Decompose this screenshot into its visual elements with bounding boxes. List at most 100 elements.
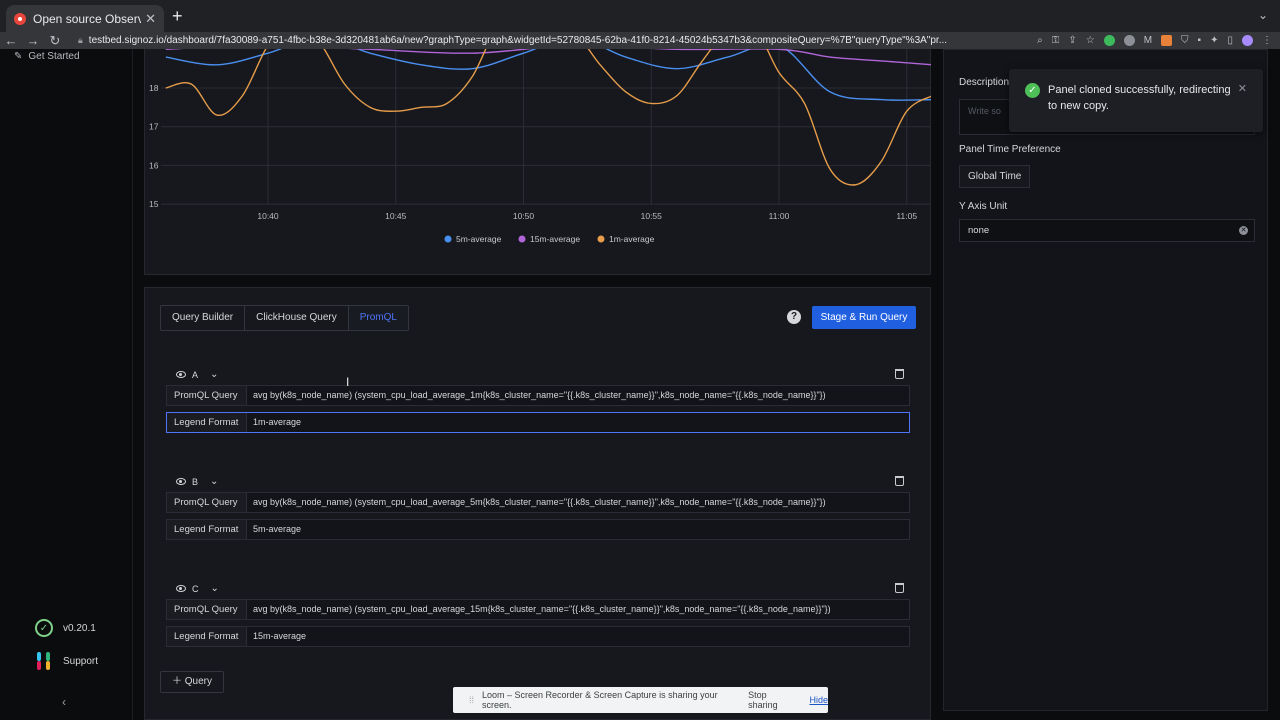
sidebar-item-label: Get Started <box>28 51 80 62</box>
x-tick-label: 10:40 <box>257 211 279 221</box>
new-tab-icon[interactable]: + <box>172 6 183 26</box>
chevron-down-icon[interactable]: ⌄ <box>210 476 219 487</box>
x-tick-label: 10:55 <box>641 211 663 221</box>
legend-format-label: Legend Format <box>167 520 247 539</box>
y-tick-label: 18 <box>149 83 159 93</box>
side-panel-icon[interactable]: ▯ <box>1227 35 1233 46</box>
extension-green-icon[interactable] <box>1103 35 1115 46</box>
close-icon[interactable]: ✕ <box>1237 83 1247 95</box>
trash-icon[interactable] <box>895 369 904 379</box>
support-label: Support <box>63 655 99 667</box>
profile-avatar-icon[interactable] <box>1242 35 1253 46</box>
stage-run-query-button[interactable]: Stage & Run Query <box>812 306 916 329</box>
left-sidebar: ✎ Get Started ✓ v0.20.1 Support ‹ <box>0 49 133 720</box>
promql-query-input[interactable]: avg by(k8s_node_name) (system_cpu_load_a… <box>253 604 831 614</box>
collapse-sidebar-icon[interactable]: ‹ <box>62 695 66 709</box>
tab-close-icon[interactable]: ✕ <box>145 10 156 26</box>
url-text: testbed.signoz.io/dashboard/7fa30089-a75… <box>88 35 948 46</box>
legend-format-input[interactable]: 1m-average <box>253 417 302 427</box>
zoom-icon[interactable]: ⌕ <box>1037 35 1043 46</box>
toast-message: Panel cloned successfully, redirecting t… <box>1048 84 1231 112</box>
forward-icon[interactable]: → <box>26 33 40 48</box>
lock-icon: 🔒︎ <box>78 35 83 45</box>
y-axis-unit-label: Y Axis Unit <box>959 201 1008 212</box>
bookmark-star-icon[interactable]: ☆ <box>1085 35 1095 46</box>
browser-tab-bar: Open source Observability pla ✕ + ⌄ <box>0 0 1280 32</box>
legend-format-input[interactable]: 5m-average <box>253 524 302 534</box>
legend-format-field: Legend Format 15m-average <box>166 626 910 647</box>
share-icon[interactable]: ⇪ <box>1068 35 1077 46</box>
main-content: 18 17 16 15 10:40 10:45 10:50 10:55 11:00 11:05 5m… <box>133 49 940 720</box>
check-circle-icon: ✓ <box>1025 83 1040 98</box>
y-axis-unit-select[interactable]: none ✕ <box>959 219 1255 242</box>
query-type-tabs: Query Builder ClickHouse Query PromQL <box>160 305 409 331</box>
slack-icon <box>35 652 53 670</box>
extension-cast-icon[interactable]: ▪ <box>1197 35 1202 46</box>
y-tick-label: 17 <box>149 122 159 132</box>
tab-promql[interactable]: PromQL <box>348 306 408 330</box>
extension-orange-icon[interactable] <box>1161 35 1173 46</box>
time-preference-select[interactable]: Global Time <box>959 165 1031 188</box>
extensions-puzzle-icon[interactable]: ✦ <box>1210 35 1219 46</box>
series-line-5m-average <box>165 49 931 101</box>
chevron-down-icon[interactable]: ⌄ <box>210 583 219 594</box>
trash-icon[interactable] <box>895 583 904 593</box>
help-icon[interactable]: ? <box>787 310 801 324</box>
signoz-favicon-icon <box>14 12 26 25</box>
chevron-down-icon[interactable]: ⌄ <box>210 369 219 380</box>
series-line-1m-average <box>165 49 931 186</box>
series-line-15m-average <box>165 49 931 66</box>
screen-share-bar: ⁞⁞ Loom – Screen Recorder & Screen Captu… <box>453 687 828 713</box>
extension-m-icon[interactable]: M <box>1143 35 1153 46</box>
eye-icon[interactable] <box>176 478 186 485</box>
add-query-button[interactable]: ＋ Query <box>160 671 224 693</box>
browser-nav-bar: ← → ↻ 🔒︎ testbed.signoz.io/dashboard/7fa… <box>0 32 1280 49</box>
clear-icon[interactable]: ✕ <box>1239 226 1248 235</box>
tab-query-builder[interactable]: Query Builder <box>161 306 246 330</box>
panel-settings-inner: Description Write so Panel Time Preferen… <box>943 49 1268 711</box>
promql-query-field: PromQL Query avg by(k8s_node_name) (syst… <box>166 599 910 620</box>
query-name: A <box>192 369 199 380</box>
query-header: C ⌄ <box>176 583 219 594</box>
key-icon[interactable]: ⚿ <box>1051 35 1060 46</box>
version-indicator[interactable]: ✓ v0.20.1 <box>35 619 96 637</box>
sidebar-item-get-started[interactable]: ✎ Get Started <box>14 51 80 62</box>
plus-icon: ＋ <box>171 676 185 687</box>
extension-grey-icon[interactable] <box>1123 35 1135 46</box>
promql-query-input[interactable]: avg by(k8s_node_name) (system_cpu_load_a… <box>253 497 826 507</box>
back-icon[interactable]: ← <box>4 33 18 48</box>
extensions-toolbar: ⌕ ⚿ ⇪ ☆ M ⛉ ▪ ✦ ▯ ⋮ <box>1037 32 1272 49</box>
legend-label: 1m-average <box>609 234 655 244</box>
text-cursor-icon: I <box>346 375 350 389</box>
x-tick-label: 10:45 <box>385 211 407 221</box>
eye-icon[interactable] <box>176 371 186 378</box>
extension-shield-icon[interactable]: ⛉ <box>1181 35 1189 46</box>
promql-query-input[interactable]: avg by(k8s_node_name) (system_cpu_load_a… <box>253 390 826 400</box>
drag-handle-icon[interactable]: ⁞⁞ <box>469 695 475 705</box>
browser-menu-icon[interactable]: ⋮ <box>1262 35 1272 46</box>
browser-tab[interactable]: Open source Observability pla ✕ <box>6 5 164 32</box>
y-axis-unit-value: none <box>968 225 990 236</box>
panel-settings: Description Write so Panel Time Preferen… <box>940 49 1280 720</box>
query-name: C <box>192 583 199 594</box>
y-tick-label: 15 <box>149 199 159 209</box>
address-bar[interactable]: 🔒︎ testbed.signoz.io/dashboard/7fa30089-… <box>72 32 1080 49</box>
sidebar-item-support[interactable]: Support <box>35 652 98 670</box>
reload-icon[interactable]: ↻ <box>49 32 61 48</box>
trash-icon[interactable] <box>895 476 904 486</box>
load-average-chart: 18 17 16 15 10:40 10:45 10:50 10:55 11:00 11:05 5m… <box>149 49 931 244</box>
eye-icon[interactable] <box>176 585 186 592</box>
legend-format-field: Legend Format 5m-average <box>166 519 910 540</box>
tab-clickhouse-query[interactable]: ClickHouse Query <box>245 306 349 330</box>
x-tick-label: 10:50 <box>513 211 535 221</box>
query-panel: Query Builder ClickHouse Query PromQL ? … <box>144 287 931 720</box>
check-circle-icon: ✓ <box>35 619 53 637</box>
legend-label: 15m-average <box>530 234 580 244</box>
stop-sharing-button[interactable]: Stop sharing <box>748 690 778 710</box>
hide-link[interactable]: Hide <box>809 695 828 705</box>
tab-search-chevron-icon[interactable]: ⌄ <box>1257 8 1268 22</box>
legend-format-input[interactable]: 15m-average <box>253 631 307 641</box>
pencil-icon: ✎ <box>14 51 23 62</box>
promql-query-label: PromQL Query <box>167 600 247 619</box>
chart-panel: 18 17 16 15 10:40 10:45 10:50 10:55 11:00 11:05 5m… <box>144 49 931 275</box>
